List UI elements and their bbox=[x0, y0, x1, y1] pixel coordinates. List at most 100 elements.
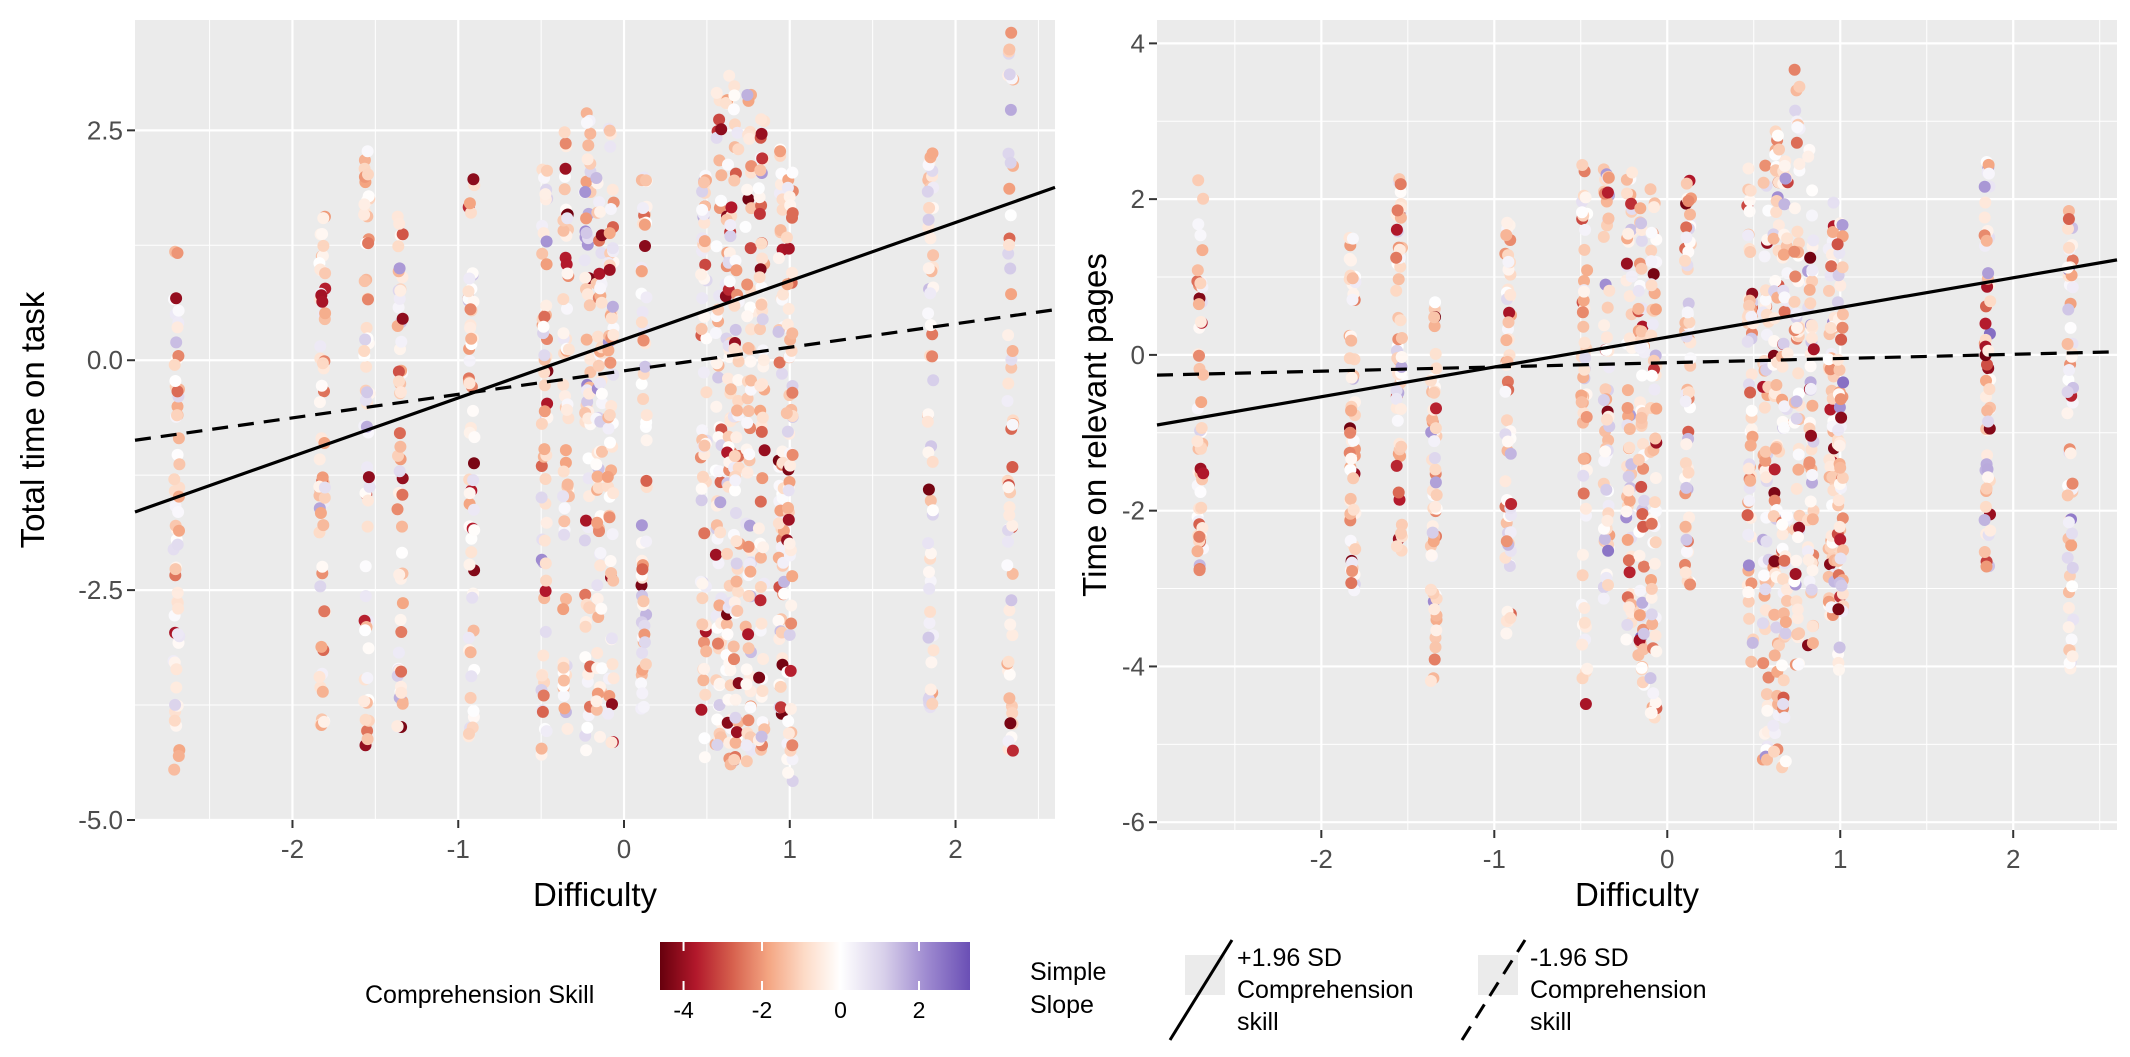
data-point bbox=[1807, 343, 1820, 356]
data-point bbox=[1579, 698, 1592, 710]
data-point bbox=[638, 619, 651, 632]
data-point bbox=[1636, 369, 1649, 382]
data-point bbox=[712, 637, 724, 650]
data-point bbox=[636, 306, 649, 319]
data-point bbox=[590, 172, 603, 184]
data-point bbox=[557, 689, 570, 702]
data-point bbox=[359, 624, 372, 637]
data-point bbox=[317, 212, 330, 225]
data-point bbox=[592, 481, 605, 494]
data-point bbox=[2064, 447, 2077, 460]
data-point bbox=[745, 160, 758, 173]
data-point bbox=[1635, 262, 1648, 275]
data-point bbox=[395, 665, 408, 678]
data-point bbox=[362, 471, 375, 484]
data-point bbox=[1006, 461, 1019, 473]
data-point bbox=[772, 325, 785, 338]
data-point bbox=[361, 145, 374, 158]
data-point bbox=[582, 472, 595, 485]
data-point bbox=[170, 336, 183, 349]
data-point bbox=[604, 203, 617, 215]
data-point bbox=[1390, 459, 1403, 472]
data-point bbox=[581, 721, 594, 734]
legend-entry-dashed-label3: skill bbox=[1530, 1008, 1572, 1036]
data-point bbox=[696, 203, 709, 216]
data-point bbox=[1005, 26, 1018, 39]
data-point bbox=[172, 602, 185, 615]
data-point bbox=[396, 228, 409, 241]
data-point bbox=[1429, 296, 1442, 309]
data-point bbox=[635, 316, 648, 329]
data-point bbox=[467, 474, 480, 487]
data-point bbox=[466, 591, 479, 604]
data-point bbox=[1804, 495, 1817, 508]
data-point bbox=[1636, 596, 1649, 609]
data-point bbox=[637, 700, 650, 713]
data-point bbox=[2062, 303, 2075, 316]
right-points bbox=[1191, 63, 2080, 774]
data-point bbox=[1197, 368, 1210, 381]
data-point bbox=[594, 730, 606, 743]
data-point bbox=[1429, 347, 1442, 360]
data-point bbox=[1788, 63, 1801, 76]
data-point bbox=[1779, 616, 1792, 628]
data-point bbox=[755, 617, 768, 630]
data-point bbox=[362, 293, 374, 306]
data-point bbox=[1768, 555, 1781, 568]
data-point bbox=[923, 566, 935, 578]
data-point bbox=[732, 585, 744, 598]
data-point bbox=[392, 240, 405, 253]
data-point bbox=[1576, 638, 1589, 651]
y-tick-label: 2.5 bbox=[87, 115, 123, 145]
data-point bbox=[1597, 592, 1610, 605]
data-point bbox=[595, 387, 608, 400]
data-point bbox=[742, 642, 755, 655]
data-point bbox=[391, 503, 404, 516]
data-point bbox=[1430, 489, 1443, 501]
data-point bbox=[757, 541, 770, 554]
data-point bbox=[319, 267, 332, 280]
data-point bbox=[1003, 43, 1016, 56]
data-point bbox=[741, 89, 754, 101]
data-point bbox=[394, 440, 407, 453]
data-point bbox=[395, 686, 408, 699]
data-point bbox=[2061, 551, 2074, 564]
color-bar-ticks: -4 -2 0 2 bbox=[673, 942, 925, 1023]
data-point bbox=[639, 658, 652, 671]
data-point bbox=[536, 705, 549, 718]
data-point bbox=[1645, 369, 1658, 382]
data-point bbox=[1768, 745, 1780, 758]
y-tick-label: -4 bbox=[1122, 651, 1145, 681]
legend-entry-solid-label1: +1.96 SD bbox=[1237, 944, 1342, 972]
data-point bbox=[1680, 221, 1693, 234]
data-point bbox=[781, 318, 794, 331]
data-point bbox=[728, 89, 741, 102]
data-point bbox=[741, 278, 754, 291]
data-point bbox=[1768, 649, 1781, 662]
data-point bbox=[1793, 158, 1806, 170]
data-point bbox=[1430, 402, 1442, 415]
data-point bbox=[1638, 494, 1651, 507]
data-point bbox=[783, 537, 796, 550]
data-point bbox=[784, 459, 797, 472]
data-point bbox=[710, 400, 723, 413]
data-point bbox=[698, 216, 711, 229]
data-point bbox=[730, 264, 743, 277]
data-point bbox=[700, 332, 713, 345]
data-point bbox=[580, 333, 593, 346]
data-point bbox=[1824, 321, 1837, 334]
data-point bbox=[1428, 311, 1441, 324]
data-point bbox=[698, 751, 711, 764]
data-point bbox=[535, 417, 548, 430]
data-point bbox=[696, 577, 709, 590]
x-tick-label: 1 bbox=[1833, 844, 1847, 874]
data-point bbox=[1806, 564, 1819, 577]
data-point bbox=[603, 263, 616, 276]
data-point bbox=[606, 698, 618, 711]
data-point bbox=[316, 685, 329, 698]
data-point bbox=[636, 563, 649, 576]
data-point bbox=[1004, 209, 1017, 222]
data-point bbox=[785, 617, 798, 630]
data-point bbox=[1745, 310, 1758, 323]
data-point bbox=[1760, 688, 1773, 701]
